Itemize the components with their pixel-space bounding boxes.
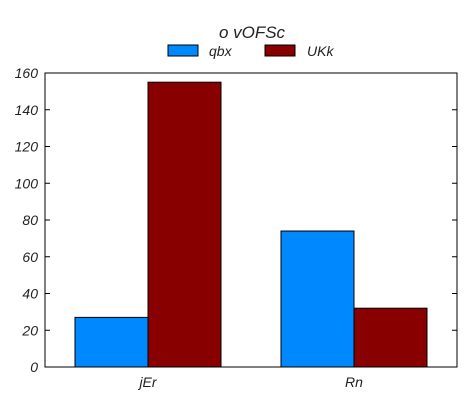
y-tick-label: 140: [15, 102, 39, 118]
bar-qbx-jEr: [74, 316, 149, 368]
bar-UKk-Rn: [353, 307, 428, 368]
bar-UKk-jEr: [147, 81, 222, 368]
legend-label-qbx: qbx: [209, 43, 233, 59]
y-tick-label: 60: [22, 249, 38, 265]
y-tick-label: 40: [22, 286, 38, 302]
plot-area: [44, 72, 458, 368]
chart-title: o vOFSc: [219, 23, 286, 42]
y-tick-label: 100: [15, 175, 39, 191]
legend-label-UKk: UKk: [307, 43, 334, 59]
y-tick-label: 120: [15, 139, 39, 155]
x-axis: jEr Rn: [137, 374, 363, 390]
legend-swatch-UKk: [264, 44, 296, 57]
y-tick-label: 80: [22, 212, 38, 228]
y-axis: 0 20 40 60 80 100 120 140 160: [15, 65, 457, 375]
x-tick-label: Rn: [345, 374, 363, 390]
y-tick-label: 160: [15, 65, 39, 81]
bar-qbx-Rn: [280, 230, 355, 368]
legend-swatch-qbx: [167, 44, 199, 57]
y-tick-label: 0: [30, 359, 38, 375]
legend: qbx UKk: [167, 43, 334, 59]
y-tick-label: 20: [21, 322, 38, 338]
x-tick-label: jEr: [137, 374, 157, 390]
